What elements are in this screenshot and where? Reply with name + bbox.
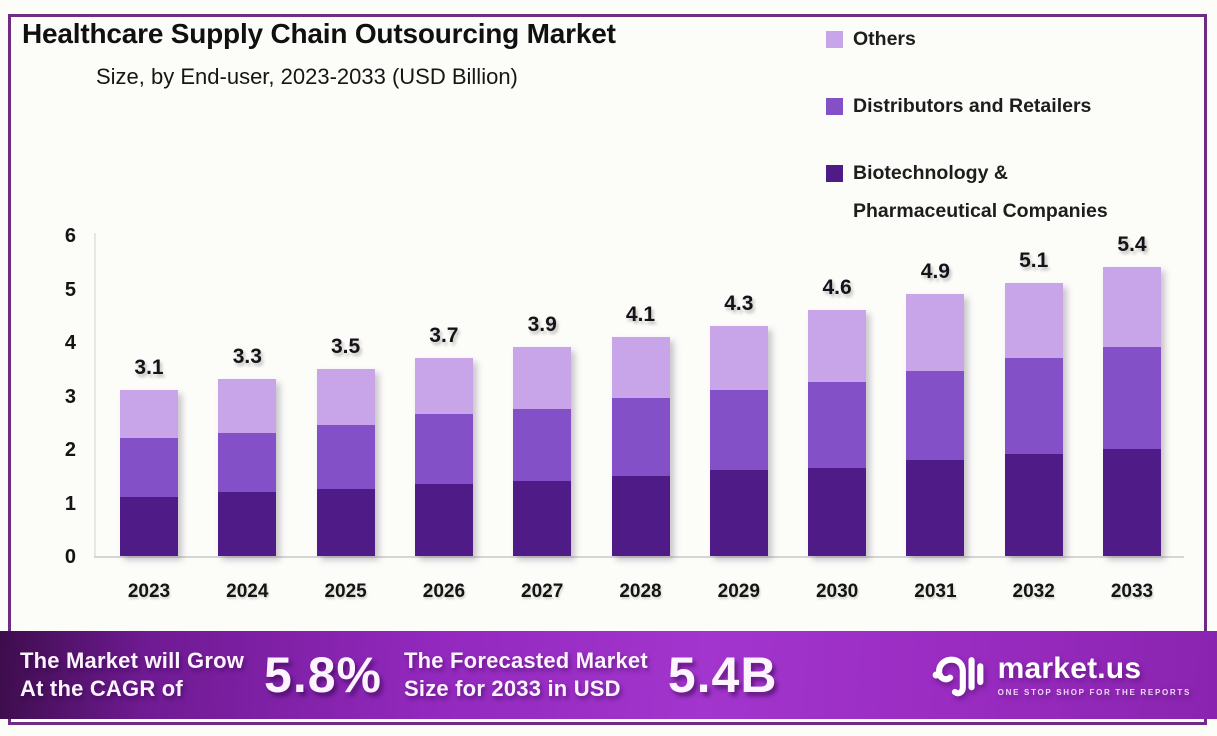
legend-label: Biotechnology & Pharmaceutical Companies [853,162,1108,223]
footer-banner: The Market will Grow At the CAGR of 5.8%… [0,631,1217,719]
forecast-value: 5.4B [667,647,778,703]
market-us-logo-icon [932,656,984,697]
chart-header: Healthcare Supply Chain Outsourcing Mark… [22,18,616,90]
y-axis-line [94,233,96,557]
bar-2028 [611,336,670,556]
bar-segment-distributors-retailers-2033 [1103,347,1161,449]
bar-2030 [808,309,867,556]
legend-label: Distributors and Retailers [853,95,1092,118]
cagr-label: The Market will Grow At the CAGR of [20,647,245,701]
bar-2023 [120,390,178,556]
bar-segment-distributors-retailers-2028 [611,398,670,476]
legend-item-others: Others [826,20,1210,58]
chart-border-frame [8,14,1207,725]
bar-segment-others-2029 [709,325,768,391]
bar-total-label-2031: 4.9 [920,259,950,283]
bar-segment-biotech-pharma-2031 [906,459,965,556]
bar-segment-biotech-pharma-2025 [316,489,375,556]
market-us-logo: market.us ONE STOP SHOP FOR THE REPORTS [930,649,1191,701]
page-subtitle: Size, by End-user, 2023-2033 (USD Billio… [96,64,518,89]
bar-segment-biotech-pharma-2030 [808,467,867,556]
bar-segment-others-2027 [513,347,572,409]
legend-swatch-biotech-pharma [826,165,843,183]
legend-item-distributors-retailers: Distributors and Retailers [826,87,1210,125]
bar-total-label-2025: 3.5 [330,334,361,358]
bar-segment-biotech-pharma-2023 [120,497,178,556]
bar-2032 [1004,283,1063,556]
bar-segment-distributors-retailers-2024 [218,432,277,492]
y-axis-tick-5: 5 [64,278,76,301]
bar-segment-biotech-pharma-2032 [1004,454,1063,556]
bar-segment-distributors-retailers-2025 [316,424,375,490]
bar-total-label-2027: 3.9 [527,313,557,337]
stacked-bar-plot: 3.1 3.3 3.5 3.7 3.9 4.1 4.3 4.6 4.9 5.1 5.4 [88,232,1188,557]
bar-total-label-2028: 4.1 [625,302,656,326]
bar-segment-others-2023 [120,390,178,439]
bar-segment-distributors-retailers-2031 [906,371,965,460]
bar-total-label-2024: 3.3 [232,345,262,369]
bar-total-label-2023: 3.1 [134,356,164,380]
bar-2025 [316,368,375,556]
brand-tagline: ONE STOP SHOP FOR THE REPORTS [997,687,1191,697]
bar-2033 [1103,267,1161,556]
bar-segment-biotech-pharma-2029 [709,470,768,556]
bar-segment-others-2033 [1103,267,1161,348]
bar-segment-biotech-pharma-2024 [218,491,277,556]
legend-swatch-others [826,31,843,48]
bar-segment-biotech-pharma-2026 [414,483,473,556]
forecast-label: The Forecasted Market Size for 2033 in U… [404,647,648,701]
legend-swatch-distributors-retailers [826,98,843,116]
brand-name: market.us [997,651,1142,685]
bar-segment-others-2031 [906,293,965,372]
y-axis-tick-6: 6 [64,225,76,247]
legend-label: Others [853,28,916,50]
bar-total-label-2029: 4.3 [724,291,754,315]
bar-segment-distributors-retailers-2029 [709,390,768,471]
bar-2029 [709,325,768,556]
bar-segment-biotech-pharma-2027 [513,481,572,556]
y-axis-tick-4: 4 [64,332,76,354]
bar-segment-others-2032 [1004,283,1063,359]
bar-segment-others-2028 [611,336,670,399]
x-axis-line [94,556,1184,558]
chart-legend: Others Distributors and Retailers Biotechn… [826,20,1210,259]
bar-2027 [513,347,572,556]
bar-total-label-2033: 5.4 [1117,233,1147,257]
legend-item-biotech-pharma: Biotechnology & Pharmaceutical Companies [826,154,1210,230]
bar-2024 [218,379,277,556]
bar-segment-distributors-retailers-2023 [120,438,178,498]
bar-segment-distributors-retailers-2027 [513,408,572,482]
bar-segment-distributors-retailers-2030 [808,382,867,468]
bar-segment-biotech-pharma-2033 [1103,449,1161,556]
market-us-logo-text: market.us ONE STOP SHOP FOR THE REPORTS [997,651,1191,697]
y-axis: 0 1 2 3 4 5 6 [28,0,76,620]
bar-total-label-2032: 5.1 [1019,249,1049,273]
bar-segment-biotech-pharma-2028 [611,475,670,556]
bar-2026 [414,358,473,556]
y-axis-tick-3: 3 [64,385,76,408]
bar-2031 [906,293,965,556]
y-axis-tick-2: 2 [64,439,76,461]
bar-segment-others-2024 [218,379,277,433]
bar-segment-others-2026 [414,358,473,415]
y-axis-tick-1: 1 [64,492,76,515]
cagr-value: 5.8% [264,647,383,703]
bar-segment-others-2030 [808,309,867,383]
page-title: Healthcare Supply Chain Outsourcing Mark… [22,18,616,49]
bar-total-label-2026: 3.7 [429,324,459,348]
y-axis-tick-0: 0 [64,546,76,568]
bar-segment-others-2025 [316,368,375,425]
bar-segment-distributors-retailers-2032 [1004,358,1063,455]
bar-total-label-2030: 4.6 [822,275,852,299]
bar-segment-distributors-retailers-2026 [414,414,473,484]
